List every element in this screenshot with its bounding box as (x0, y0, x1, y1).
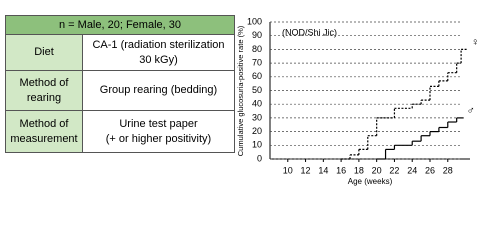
series-label: ♂ (467, 105, 475, 117)
x-tick-label: 24 (407, 165, 417, 175)
series-label: ♀ (471, 36, 479, 48)
y-tick-label: 100 (247, 16, 262, 26)
y-tick-label: 10 (252, 140, 262, 150)
x-tick-label: 18 (354, 165, 364, 175)
y-tick-label: 30 (252, 112, 262, 122)
row-label: Diet (5, 34, 83, 71)
x-tick-label: 20 (372, 165, 382, 175)
x-tick-label: 28 (443, 165, 453, 175)
y-tick-label: 40 (252, 99, 262, 109)
y-tick-label: 80 (252, 44, 262, 54)
table-header: n = Male, 20; Female, 30 (5, 15, 235, 35)
y-tick-label: 70 (252, 57, 262, 67)
row-label: Method of rearing (5, 70, 83, 111)
x-tick-label: 22 (389, 165, 399, 175)
y-tick-label: 90 (252, 30, 262, 40)
row-value: Group rearing (bedding) (82, 70, 235, 111)
x-axis-label: Age (weeks) (348, 177, 393, 186)
x-tick-label: 12 (301, 165, 311, 175)
row-label: Method of measurement (5, 110, 83, 153)
y-tick-label: 20 (252, 126, 262, 136)
x-tick-label: 26 (425, 165, 435, 175)
chart: (NOD/Shi Jic) Age (weeks) Cumulative glu… (236, 16, 479, 186)
y-tick-label: 50 (252, 85, 262, 95)
annotation: (NOD/Shi Jic) (282, 27, 337, 37)
y-tick-label: 0 (257, 153, 262, 163)
row-value: Urine test paper (+ or higher positivity… (82, 110, 235, 153)
x-tick-label: 14 (318, 165, 328, 175)
y-axis-label: Cumulative glucosuria-positive rate (%) (236, 25, 245, 156)
x-tick-label: 16 (336, 165, 346, 175)
page: n = Male, 20; Female, 30 Diet CA-1 (radia… (5, 15, 480, 187)
x-tick-label: 10 (283, 165, 293, 175)
info-table: n = Male, 20; Female, 30 Diet CA-1 (radia… (5, 15, 235, 153)
y-tick-label: 60 (252, 71, 262, 81)
